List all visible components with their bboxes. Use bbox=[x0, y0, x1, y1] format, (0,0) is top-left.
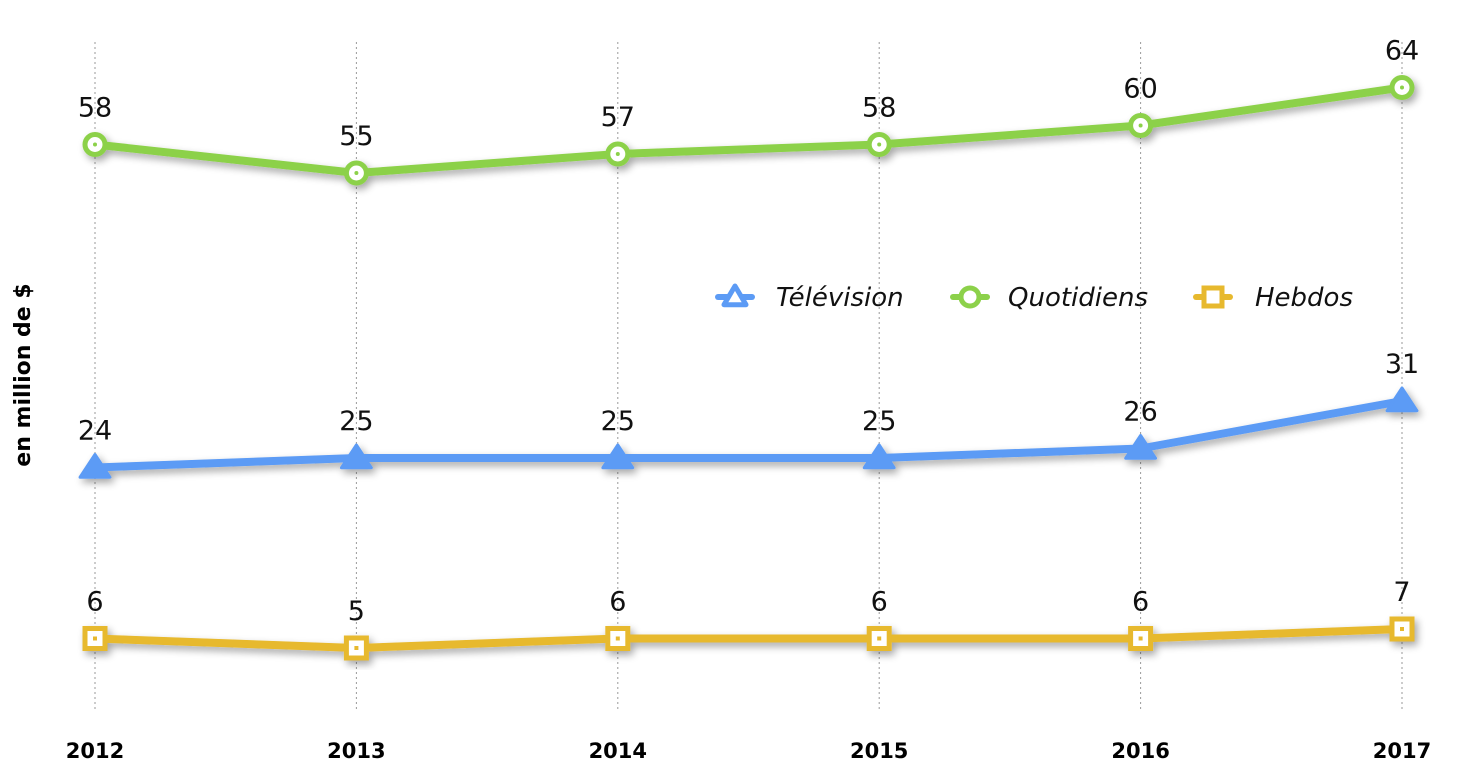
data-point-marker-dot bbox=[1138, 636, 1143, 641]
data-point-marker-dot bbox=[615, 152, 620, 156]
x-tick-label: 2016 bbox=[1111, 739, 1169, 763]
x-tick-label: 2015 bbox=[850, 739, 908, 763]
legend-marker bbox=[721, 283, 749, 308]
data-label: 58 bbox=[78, 93, 112, 124]
x-tick-label: 2014 bbox=[589, 739, 647, 763]
series-2 bbox=[82, 616, 1415, 661]
data-point-marker-dot bbox=[354, 171, 359, 175]
series-line bbox=[91, 625, 1406, 652]
data-label: 64 bbox=[1385, 36, 1419, 67]
series-1 bbox=[82, 75, 1415, 186]
data-label: 6 bbox=[871, 587, 888, 618]
data-label: 7 bbox=[1393, 577, 1410, 608]
legend-item: Quotidiens bbox=[950, 283, 1148, 313]
data-point-marker-dot bbox=[1400, 627, 1404, 631]
data-point-marker bbox=[78, 453, 112, 479]
x-tick-label: 2017 bbox=[1373, 739, 1431, 763]
data-label: 25 bbox=[862, 406, 896, 437]
data-label: 57 bbox=[601, 102, 635, 133]
x-tick-label: 2012 bbox=[66, 739, 124, 763]
data-label: 31 bbox=[1385, 349, 1419, 380]
y-axis-label: en million de $ bbox=[11, 283, 36, 466]
data-point-marker-dot bbox=[615, 636, 620, 641]
data-label: 24 bbox=[78, 416, 112, 447]
data-label: 6 bbox=[609, 587, 626, 618]
data-point-marker-dot bbox=[877, 142, 882, 147]
data-label: 6 bbox=[1132, 587, 1149, 618]
data-point-marker bbox=[1124, 434, 1158, 460]
legend-label: Télévision bbox=[776, 283, 904, 313]
data-point-marker-dot bbox=[1138, 123, 1143, 128]
data-point-marker bbox=[1385, 386, 1419, 413]
data-point-marker bbox=[601, 443, 635, 470]
data-point-marker-dot bbox=[354, 646, 359, 650]
legend-marker bbox=[1201, 285, 1225, 309]
data-point-marker-dot bbox=[1400, 85, 1404, 90]
vertical-gridlines bbox=[94, 42, 1403, 710]
x-axis-tick-labels: 2012 2013 2014 2015 2016 2017 bbox=[66, 739, 1431, 763]
legend-label: Hebdos bbox=[1255, 283, 1353, 313]
series-0 bbox=[78, 386, 1419, 479]
data-label: 60 bbox=[1123, 74, 1157, 105]
data-point-marker-dot bbox=[93, 142, 97, 147]
data-label: 25 bbox=[339, 406, 373, 437]
series-lines bbox=[78, 75, 1419, 661]
data-label: 6 bbox=[86, 587, 103, 618]
data-label: 5 bbox=[348, 596, 365, 627]
data-point-marker bbox=[862, 443, 896, 470]
legend-item: Hebdos bbox=[1193, 283, 1353, 313]
series-line bbox=[91, 83, 1406, 177]
data-label: 25 bbox=[601, 406, 635, 437]
data-label: 55 bbox=[339, 121, 373, 152]
legend: Télévision Quotidiens Hebdos bbox=[715, 283, 1353, 313]
series-line bbox=[91, 397, 1406, 472]
x-tick-label: 2013 bbox=[327, 739, 385, 763]
legend-marker bbox=[958, 285, 982, 309]
data-label: 58 bbox=[862, 93, 896, 124]
data-point-marker-dot bbox=[877, 636, 882, 641]
data-point-marker-dot bbox=[93, 636, 97, 641]
legend-label: Quotidiens bbox=[1008, 283, 1148, 313]
legend-item: Télévision bbox=[715, 283, 904, 313]
data-labels: 24 25 25 25 26 31 58 55 57 58 60 64 6 5 6 6 6 7 bbox=[78, 36, 1419, 628]
data-point-marker bbox=[339, 443, 373, 470]
data-label: 26 bbox=[1123, 397, 1157, 428]
